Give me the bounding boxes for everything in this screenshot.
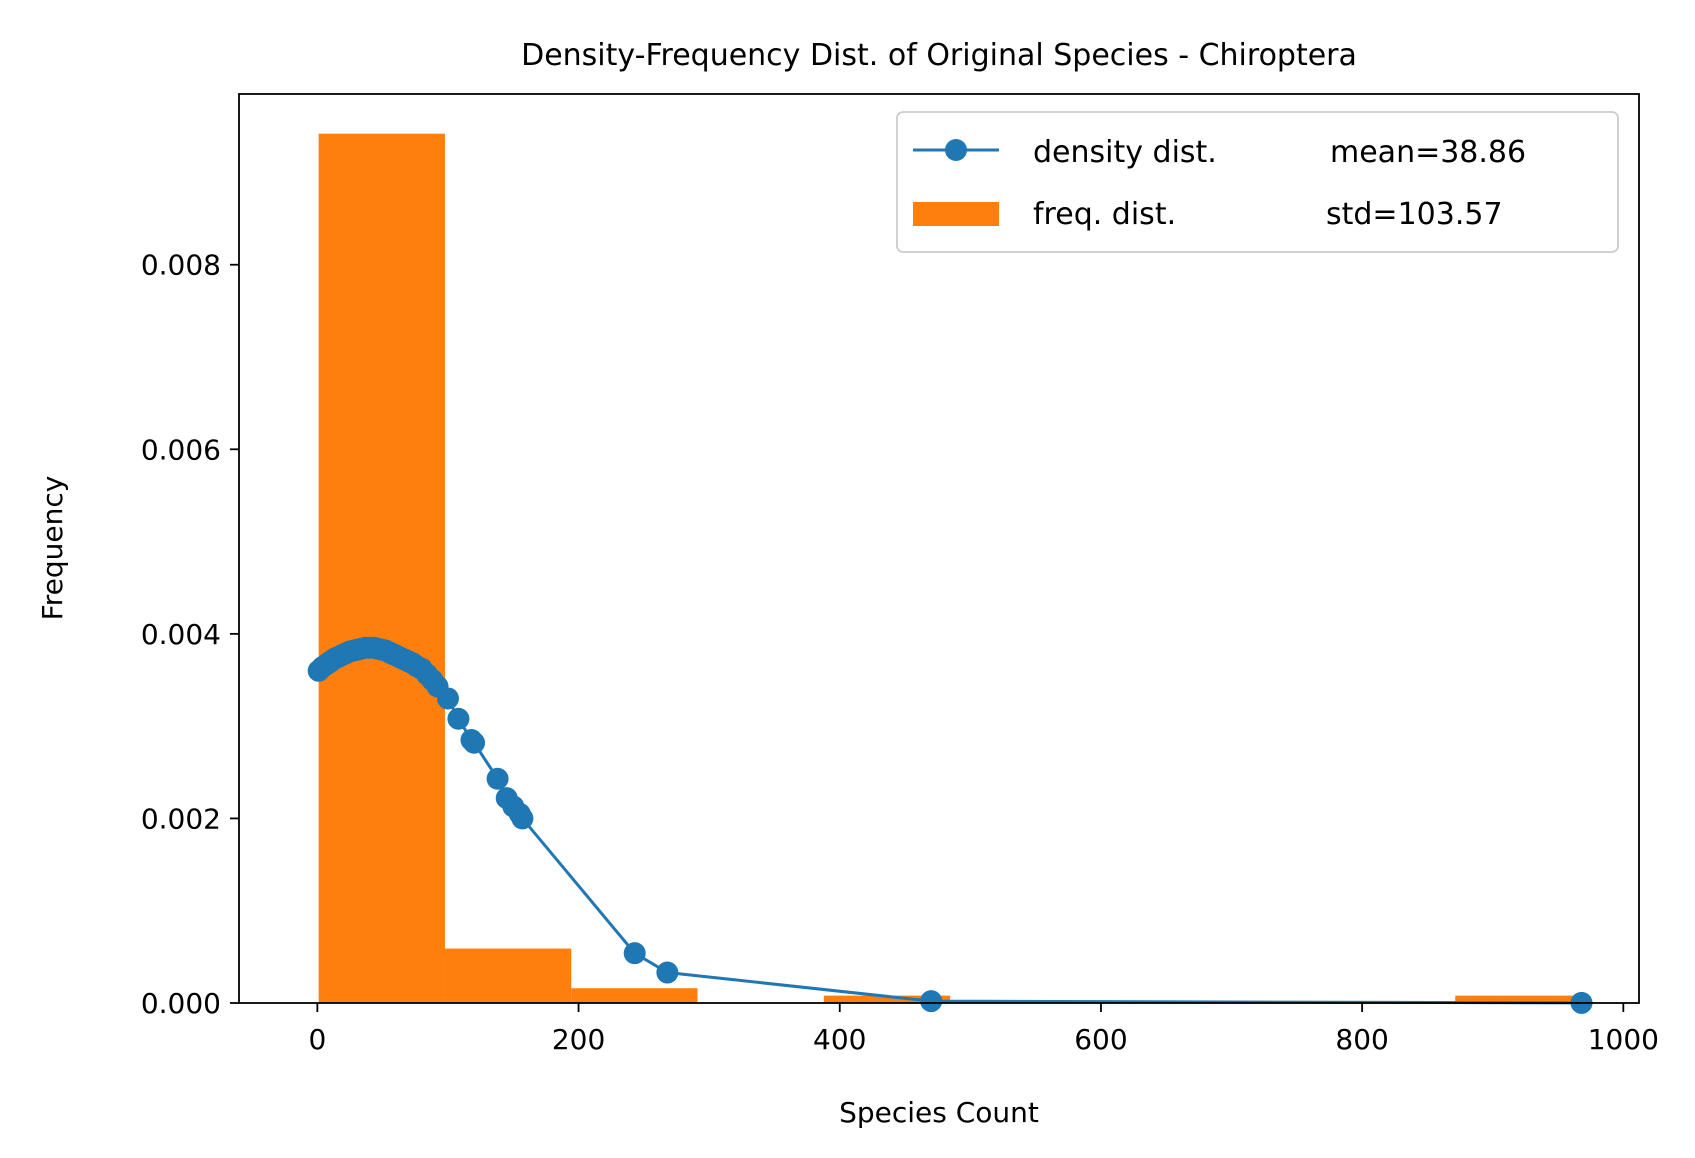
legend-mean-label: mean=38.86 <box>1330 135 1526 170</box>
x-tick-label: 400 <box>813 1023 866 1056</box>
density-point <box>447 707 470 730</box>
y-axis-label: Frequency <box>36 476 69 621</box>
histogram-bar <box>823 995 951 1003</box>
x-axis-label: Species Count <box>839 1096 1039 1129</box>
density-point <box>920 990 943 1013</box>
chart-title: Density-Frequency Dist. of Original Spec… <box>521 38 1357 73</box>
x-tick-label: 0 <box>308 1023 326 1056</box>
x-tick-label: 800 <box>1335 1023 1388 1056</box>
legend-density-label: density dist. <box>1033 135 1217 170</box>
x-tick-label: 200 <box>552 1023 605 1056</box>
y-tick-label: 0.008 <box>141 249 221 282</box>
x-axis-ticks: 0 200 400 600 800 1000 <box>308 1003 1659 1056</box>
y-tick-label: 0.004 <box>141 618 221 651</box>
density-point <box>436 687 459 710</box>
plot-frame <box>238 93 1640 1004</box>
histogram-bars <box>318 133 1582 1003</box>
legend-freq-label: freq. dist. <box>1033 197 1176 232</box>
x-tick-label: 600 <box>1074 1023 1127 1056</box>
legend-std-label: std=103.57 <box>1326 197 1503 232</box>
y-axis-ticks: 0.000 0.002 0.004 0.006 0.008 <box>141 249 239 1020</box>
density-point <box>511 807 534 830</box>
density-point <box>656 961 679 984</box>
legend-box <box>896 111 1619 253</box>
histogram-bar <box>444 948 572 1003</box>
histogram-bar <box>571 988 698 1003</box>
density-point <box>463 731 486 754</box>
legend-marker-swatch <box>945 139 967 161</box>
y-tick-label: 0.006 <box>141 433 221 466</box>
legend: density dist. mean=38.86 freq. dist. std… <box>896 111 1619 253</box>
density-point <box>623 942 646 965</box>
histogram-bar <box>318 133 445 1003</box>
y-tick-label: 0.002 <box>141 802 221 835</box>
x-tick-label: 1000 <box>1588 1023 1659 1056</box>
y-tick-label: 0.000 <box>141 987 221 1020</box>
histogram-bar <box>1455 995 1582 1003</box>
legend-bar-swatch <box>913 202 999 226</box>
density-line <box>307 636 1593 1014</box>
density-point <box>486 767 509 790</box>
